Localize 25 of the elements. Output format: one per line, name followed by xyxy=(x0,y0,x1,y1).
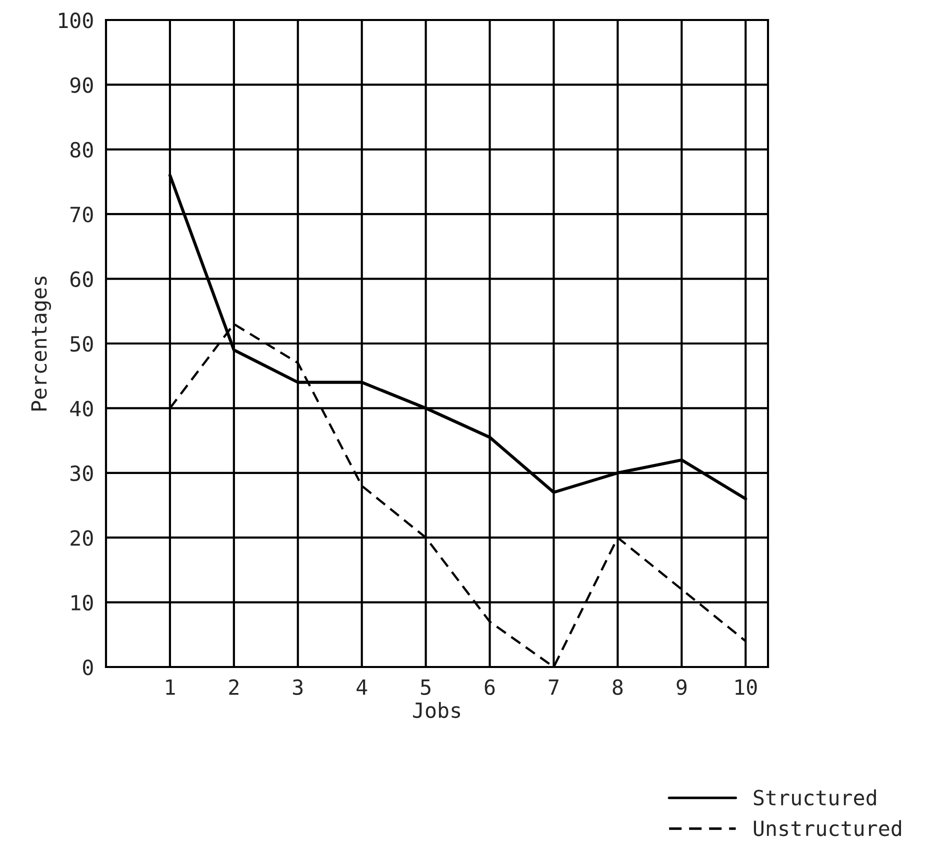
y-tick-label: 60 xyxy=(70,271,93,288)
y-tick-label: 30 xyxy=(70,465,93,482)
x-tick-label: 2 xyxy=(229,679,238,695)
y-tick-label: 90 xyxy=(70,77,93,93)
x-tick-label: 9 xyxy=(676,679,687,696)
y-tick-label: 100 xyxy=(59,12,93,28)
x-tick-label: 4 xyxy=(356,680,368,695)
x-tick-label: 1 xyxy=(166,680,175,695)
y-tick-label: 70 xyxy=(70,206,93,222)
x-tick-label: 5 xyxy=(420,680,430,696)
x-axis-title: Jobs xyxy=(413,702,460,718)
y-tick-label: 0 xyxy=(83,660,93,676)
y-tick-label: 50 xyxy=(70,336,93,352)
y-tick-label: 40 xyxy=(70,400,93,416)
x-tick-label: 8 xyxy=(612,679,623,696)
x-tick-label: 7 xyxy=(548,680,558,695)
y-tick-label: 10 xyxy=(72,594,93,611)
y-axis-title: Percentages xyxy=(31,276,52,410)
x-tick-label: 3 xyxy=(293,679,303,696)
y-tick-label: 20 xyxy=(70,530,93,546)
y-tick-label: 80 xyxy=(70,142,93,158)
x-tick-label: 10 xyxy=(736,679,757,696)
legend-label: Structured xyxy=(754,789,876,806)
legend-label: Unstructured xyxy=(754,820,901,836)
x-tick-label: 6 xyxy=(484,679,495,696)
